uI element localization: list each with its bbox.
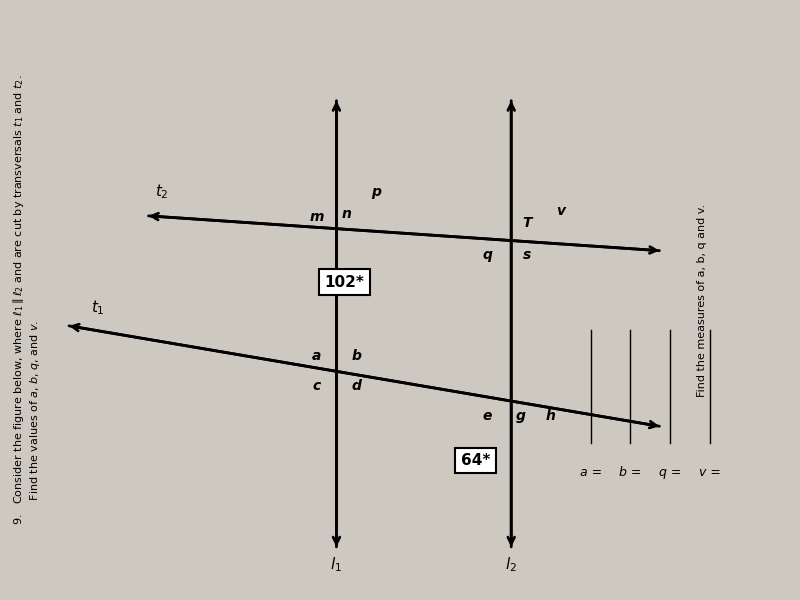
Text: g: g bbox=[516, 409, 526, 423]
Text: $l_1$: $l_1$ bbox=[330, 555, 342, 574]
Text: 64*: 64* bbox=[461, 453, 490, 468]
Text: p: p bbox=[371, 185, 381, 199]
Text: a =: a = bbox=[580, 466, 602, 479]
Text: $l_2$: $l_2$ bbox=[506, 555, 517, 574]
Text: q =: q = bbox=[659, 466, 682, 479]
Text: a: a bbox=[312, 349, 322, 364]
Text: 9.   Consider the figure below, where $\ell_1 \parallel \ell_2$ and are cut by t: 9. Consider the figure below, where $\el… bbox=[11, 75, 42, 525]
Text: d: d bbox=[351, 379, 362, 393]
Text: b =: b = bbox=[619, 466, 642, 479]
Text: v =: v = bbox=[699, 466, 721, 479]
Text: $t_2$: $t_2$ bbox=[155, 182, 169, 201]
Text: h: h bbox=[546, 409, 556, 423]
Text: q: q bbox=[482, 248, 492, 262]
Text: 102*: 102* bbox=[325, 275, 364, 290]
Text: T: T bbox=[522, 216, 532, 230]
Text: v: v bbox=[556, 204, 566, 218]
Text: m: m bbox=[310, 210, 324, 224]
Text: c: c bbox=[313, 379, 321, 393]
Text: b: b bbox=[351, 349, 362, 364]
Text: $t_1$: $t_1$ bbox=[91, 298, 105, 317]
Text: e: e bbox=[482, 409, 492, 423]
Text: Find the measures of a, b, q and v.: Find the measures of a, b, q and v. bbox=[697, 203, 707, 397]
Text: n: n bbox=[342, 207, 351, 221]
Text: s: s bbox=[523, 248, 531, 262]
